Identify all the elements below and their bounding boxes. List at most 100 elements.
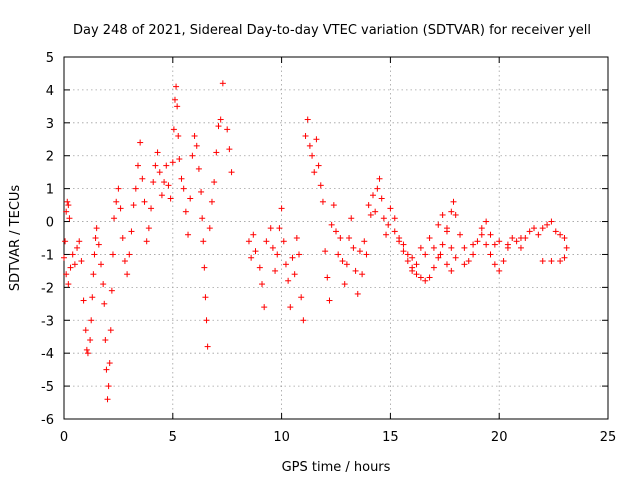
data-point xyxy=(154,149,161,156)
data-point xyxy=(365,202,372,209)
data-point xyxy=(93,225,100,232)
data-point xyxy=(383,231,390,238)
data-point xyxy=(548,258,555,265)
data-point xyxy=(461,244,468,251)
data-point xyxy=(78,258,85,265)
data-point xyxy=(439,211,446,218)
data-point xyxy=(470,251,477,258)
data-point xyxy=(296,251,303,258)
data-point xyxy=(311,169,318,176)
data-point xyxy=(539,258,546,265)
data-point xyxy=(337,235,344,241)
y-tick-label: 2 xyxy=(46,150,54,165)
data-point xyxy=(250,231,257,238)
data-point xyxy=(219,80,226,87)
data-point xyxy=(259,281,266,288)
data-point xyxy=(90,271,97,278)
data-point xyxy=(67,264,74,271)
data-point xyxy=(84,350,91,357)
data-point xyxy=(106,360,113,367)
x-tick-label: 0 xyxy=(60,430,68,445)
data-point xyxy=(348,215,355,222)
data-point xyxy=(300,317,307,324)
data-point xyxy=(557,258,564,265)
data-point xyxy=(104,396,111,403)
data-point xyxy=(496,238,503,245)
data-point xyxy=(198,188,205,195)
data-point xyxy=(448,244,455,251)
data-point xyxy=(396,238,403,245)
data-point xyxy=(228,169,235,176)
data-point xyxy=(291,271,298,278)
data-point xyxy=(119,235,126,241)
data-point xyxy=(82,327,89,334)
y-tick-label: 1 xyxy=(46,183,54,198)
data-point xyxy=(148,205,155,212)
data-point xyxy=(391,228,398,235)
data-point xyxy=(121,258,128,265)
data-point xyxy=(439,241,446,248)
x-tick-label: 20 xyxy=(491,430,508,445)
data-point xyxy=(88,317,95,324)
data-point xyxy=(189,152,196,159)
x-tick-label: 5 xyxy=(169,430,177,445)
data-point xyxy=(483,218,490,225)
data-point xyxy=(95,241,102,248)
data-point xyxy=(217,116,224,123)
data-point xyxy=(461,261,468,268)
data-point xyxy=(298,294,305,301)
data-point xyxy=(302,132,309,139)
data-point xyxy=(63,208,70,215)
data-point xyxy=(470,241,477,248)
data-point xyxy=(339,258,346,265)
data-point xyxy=(309,152,316,159)
data-point xyxy=(409,254,416,261)
data-point xyxy=(491,241,498,248)
chart-title: Day 248 of 2021, Sidereal Day-to-day VTE… xyxy=(73,23,591,38)
data-point xyxy=(143,238,150,245)
data-point xyxy=(478,225,485,232)
data-point xyxy=(487,231,494,238)
data-point xyxy=(443,261,450,268)
data-point xyxy=(65,281,72,288)
data-point xyxy=(448,208,455,215)
data-point xyxy=(87,337,94,344)
data-point xyxy=(203,317,210,324)
data-point xyxy=(145,225,152,232)
data-point xyxy=(557,231,564,238)
data-point xyxy=(76,238,83,245)
data-point xyxy=(161,179,168,186)
data-point xyxy=(180,185,187,192)
data-point xyxy=(108,287,115,294)
data-point xyxy=(422,277,429,284)
data-point xyxy=(561,254,568,261)
data-point xyxy=(105,383,112,390)
x-tick-label: 10 xyxy=(273,430,290,445)
data-point xyxy=(202,294,209,301)
data-point xyxy=(174,103,181,110)
data-point xyxy=(156,169,163,176)
data-point xyxy=(437,251,444,258)
data-point xyxy=(378,195,385,202)
data-point xyxy=(282,261,289,268)
data-point xyxy=(474,238,481,245)
data-point xyxy=(417,244,424,251)
data-point xyxy=(544,221,551,228)
data-point xyxy=(369,192,376,199)
data-point xyxy=(124,271,131,278)
data-point xyxy=(385,221,392,228)
data-point xyxy=(531,225,538,232)
y-tick-label: -4 xyxy=(41,347,54,362)
data-point xyxy=(306,142,313,149)
data-point xyxy=(361,238,368,245)
data-point xyxy=(178,175,185,182)
data-point xyxy=(387,205,394,212)
data-point xyxy=(62,238,69,245)
data-point xyxy=(269,244,276,251)
data-point xyxy=(487,251,494,258)
y-tick-label: -6 xyxy=(41,413,54,428)
data-point xyxy=(128,228,135,235)
y-tick-label: -2 xyxy=(41,281,54,296)
data-point xyxy=(171,96,178,103)
